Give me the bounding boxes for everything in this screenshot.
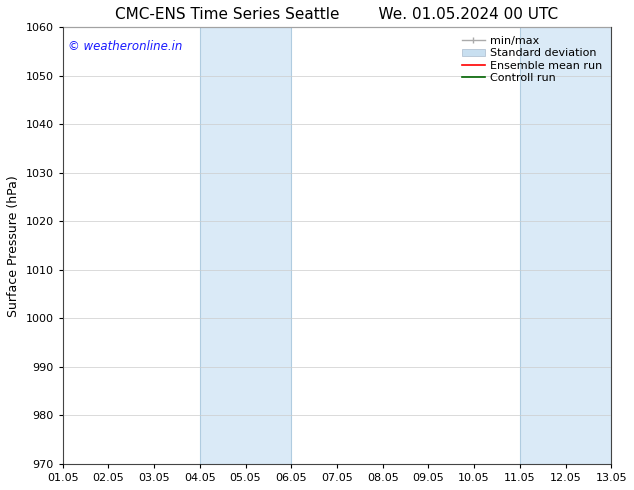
Y-axis label: Surface Pressure (hPa): Surface Pressure (hPa) [7, 175, 20, 317]
Bar [245, 27, 291, 464]
Bar [520, 27, 566, 464]
Bar [200, 27, 245, 464]
Legend: min/max, Standard deviation, Ensemble mean run, Controll run: min/max, Standard deviation, Ensemble me… [459, 33, 605, 86]
Bar [566, 27, 611, 464]
Text: © weatheronline.in: © weatheronline.in [68, 40, 183, 53]
Title: CMC-ENS Time Series Seattle        We. 01.05.2024 00 UTC: CMC-ENS Time Series Seattle We. 01.05.20… [115, 7, 559, 22]
